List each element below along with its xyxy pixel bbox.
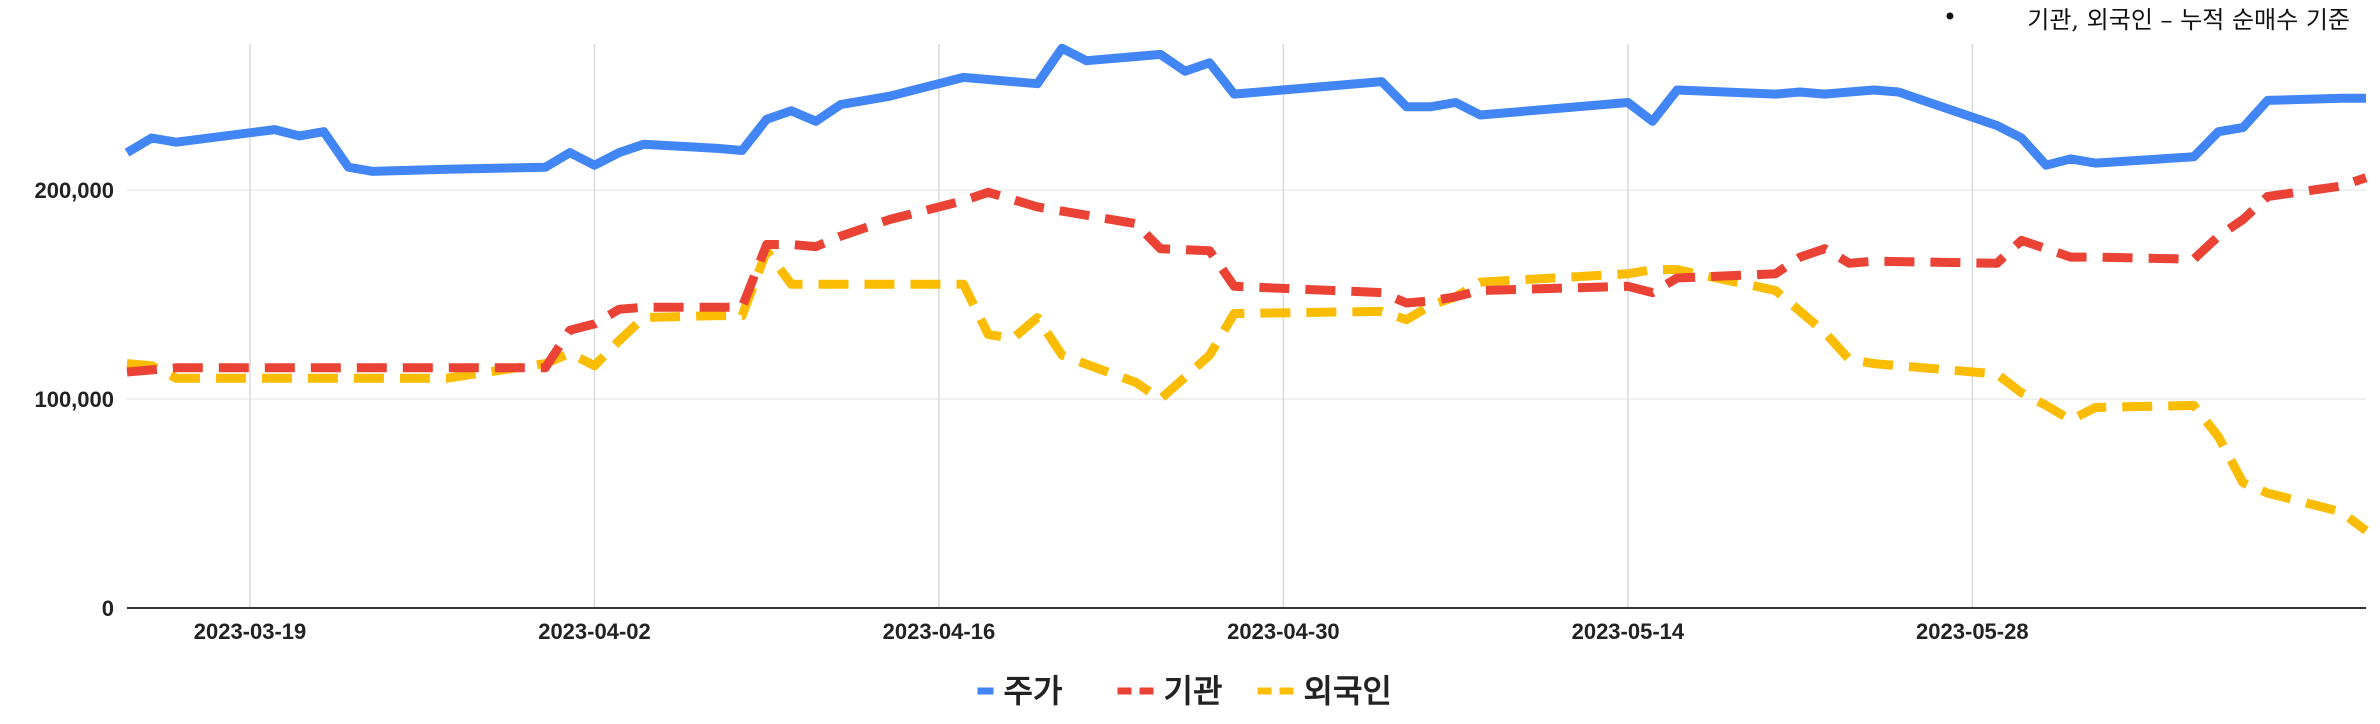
legend: 주가 기관 외국인 xyxy=(977,672,1392,710)
chart-note: • 기관, 외국인 – 누적 순매수 기준 xyxy=(1943,3,2350,34)
series-line-1 xyxy=(124,43,2366,176)
series-line-2 xyxy=(126,173,2368,377)
legend-item-3: 외국인 xyxy=(1257,672,1392,710)
y-tick-label: 100,000 xyxy=(34,387,114,412)
y-tick-label: 0 xyxy=(102,596,114,621)
legend-item-2: 기관 xyxy=(1117,672,1223,710)
series-lines xyxy=(124,43,2369,535)
note-bullet: • xyxy=(1943,3,1957,31)
x-tick-label: 2023-04-02 xyxy=(538,619,651,644)
legend-label: 주가 xyxy=(1004,672,1063,710)
x-tick-label: 2023-03-19 xyxy=(194,619,307,644)
x-tick-label: 2023-05-28 xyxy=(1916,619,2029,644)
tick-labels: 0 100,000 200,000 2023-03-19 2023-04-02 2023-… xyxy=(34,178,2028,644)
grid-lines xyxy=(127,44,2366,608)
x-tick-label: 2023-05-14 xyxy=(1572,619,1685,644)
legend-label: 외국인 xyxy=(1304,672,1392,710)
note-text: 기관, 외국인 – 누적 순매수 기준 xyxy=(2027,6,2350,34)
x-tick-label: 2023-04-16 xyxy=(883,619,996,644)
y-tick-label: 200,000 xyxy=(34,178,114,203)
x-tick-label: 2023-04-30 xyxy=(1227,619,1340,644)
series-line-3 xyxy=(126,246,2369,535)
legend-item-1: 주가 xyxy=(977,672,1063,710)
legend-label: 기관 xyxy=(1164,672,1223,710)
